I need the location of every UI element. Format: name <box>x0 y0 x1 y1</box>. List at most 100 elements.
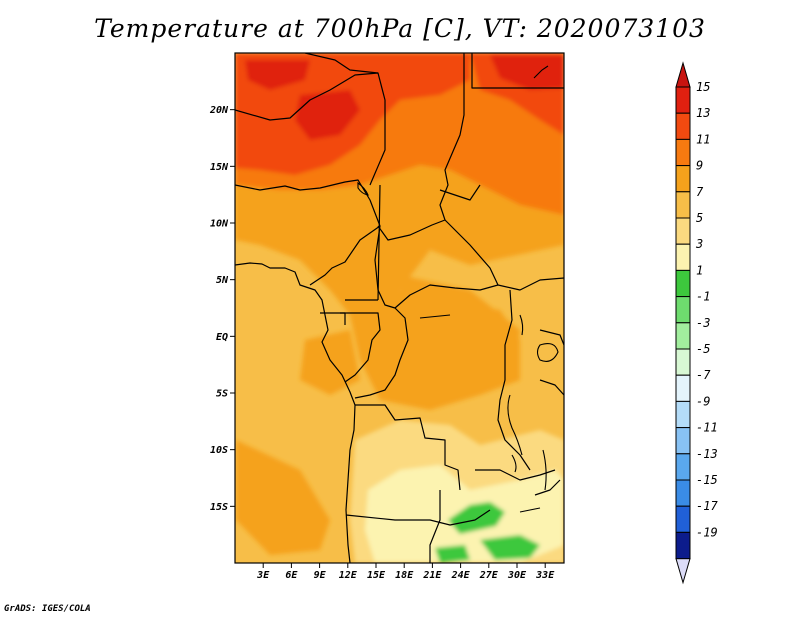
colorbar-label: -3 <box>696 316 710 330</box>
lat-tick-label: 10N <box>210 219 229 230</box>
colorbar-label: -15 <box>696 473 718 487</box>
border-tanzania-north <box>539 379 564 396</box>
country-borders <box>235 53 564 563</box>
colorbar-label: -5 <box>696 342 710 356</box>
colorbar-label: -7 <box>696 368 711 382</box>
border-egypt-sudan <box>471 53 564 89</box>
colorbar-swatch-min <box>675 531 691 560</box>
field-9c-gabon <box>300 330 360 395</box>
field-1c-south <box>435 545 470 563</box>
lake-kariba <box>519 507 541 513</box>
border-malawi <box>534 479 561 496</box>
colorbar-swatch <box>675 112 691 140</box>
longitude-axis: 3E 6E 9E 12E 15E 18E 21E 24E 27E 30E 33E <box>256 563 555 581</box>
lake-albert <box>519 314 524 336</box>
colorbar-label: 7 <box>696 185 704 199</box>
colorbar-swatch <box>675 348 691 376</box>
colorbar-swatch <box>675 374 691 402</box>
colorbar-label: -1 <box>696 290 710 304</box>
border-sudan-interior <box>439 184 481 201</box>
lon-tick-label: 24E <box>451 570 471 581</box>
lake-mweru <box>511 454 517 473</box>
colorbar-label: -13 <box>696 447 718 461</box>
colorbar-swatch <box>675 479 691 507</box>
lon-tick-label: 12E <box>339 570 358 581</box>
colorbar-swatch <box>675 400 691 429</box>
lat-tick-label: 5S <box>216 389 228 400</box>
colorbar-top-arrow <box>675 61 691 88</box>
field-15c-central <box>295 90 360 140</box>
border-chad-sudan <box>377 53 465 241</box>
lon-tick-label: 30E <box>507 570 527 581</box>
border-drc-east <box>497 289 531 471</box>
border-car-drc <box>394 284 499 309</box>
border-namibia-angola <box>345 509 491 526</box>
lon-tick-label: 9E <box>314 570 327 581</box>
lon-tick-label: 15E <box>367 570 386 581</box>
lake-malawi <box>542 449 547 491</box>
lon-tick-label: 21E <box>422 570 442 581</box>
lake-victoria <box>536 343 559 362</box>
field-9c-atlantic <box>236 440 330 555</box>
border-zambia-drc <box>475 469 556 481</box>
lon-tick-label: 6E <box>285 570 298 581</box>
border-angola-zambia <box>429 490 441 563</box>
colorbar-swatch <box>675 453 691 481</box>
map-frame <box>234 52 565 564</box>
temperature-field <box>235 53 564 563</box>
field-15c-west <box>245 60 310 90</box>
colorbar-bottom-arrow <box>675 558 691 585</box>
field-9c-congo <box>400 275 520 390</box>
field-1c-zambia <box>448 502 505 534</box>
colorbar-label: 1 <box>696 263 703 277</box>
border-congo-drc <box>354 307 409 399</box>
border-angola-drc <box>355 404 461 491</box>
border-mali-niger-algeria <box>235 72 386 186</box>
lat-tick-label: EQ <box>216 332 228 343</box>
lat-tick-label: 10S <box>210 445 228 456</box>
colorbar-label: -17 <box>696 499 718 513</box>
lat-tick-label: 15S <box>210 502 228 513</box>
lon-tick-label: 3E <box>256 570 270 581</box>
lake-chad <box>357 181 369 196</box>
river-congo-segment <box>419 314 451 319</box>
border-algeria-libya <box>304 53 379 74</box>
colorbar-label: -11 <box>696 421 718 435</box>
colorbar-label: 5 <box>696 211 703 225</box>
colorbar-label: 9 <box>696 159 703 173</box>
colorbar-label: -19 <box>696 525 718 539</box>
latitude-axis: 20N 15N 10N 5N EQ 5S 10S 15S <box>209 105 235 513</box>
colorbar-swatch <box>675 191 691 219</box>
colorbar: 15 13 11 9 7 5 3 1 -1 -3 -5 -7 -9 -11 -13 -15 -17 -19 <box>675 61 718 585</box>
colorbar-label: 3 <box>695 237 703 251</box>
colorbar-label: 11 <box>696 132 710 146</box>
lakes <box>357 65 559 513</box>
lat-tick-label: 15N <box>210 162 229 173</box>
field-15c-east <box>490 55 564 90</box>
lon-tick-label: 33E <box>535 570 555 581</box>
colorbar-label: 15 <box>696 80 710 94</box>
colorbar-swatch <box>675 427 691 455</box>
lon-tick-label: 18E <box>395 570 414 581</box>
colorbar-swatch <box>675 217 691 245</box>
grads-credit: GrADS: IGES/COLA <box>4 604 91 614</box>
colorbar-swatch <box>675 505 691 533</box>
colorbar-swatch <box>675 86 691 114</box>
colorbar-swatch <box>675 269 691 298</box>
lake-nasser <box>533 65 549 79</box>
field-1c-zambezi <box>480 535 540 560</box>
lon-tick-label: 27E <box>479 570 499 581</box>
lat-tick-label: 20N <box>209 105 229 116</box>
colorbar-swatch <box>675 322 691 350</box>
atlantic-coastline <box>235 262 356 563</box>
map-title: Temperature at 700hPa [C], VT: 202007310… <box>94 14 706 43</box>
colorbar-swatch <box>675 296 691 324</box>
border-niger-nigeria <box>235 179 381 286</box>
lat-tick-label: 5N <box>216 275 229 286</box>
colorbar-label: 13 <box>696 106 710 120</box>
colorbar-label: -9 <box>696 394 710 408</box>
colorbar-swatch <box>675 138 691 167</box>
border-cameroon-nigeria <box>345 184 381 301</box>
lake-tanganyika <box>507 394 523 456</box>
